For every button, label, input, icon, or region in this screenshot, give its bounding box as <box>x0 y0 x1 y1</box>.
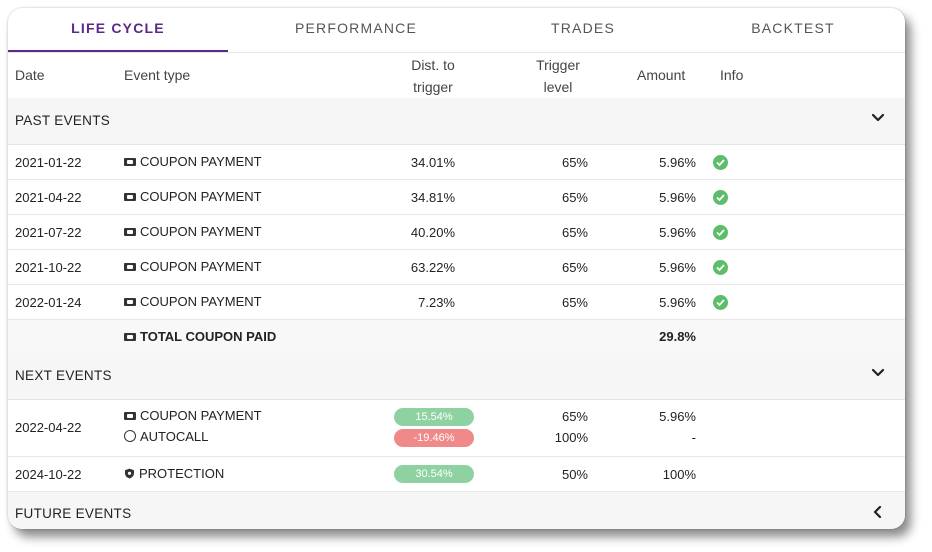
column-trigger-line1: Trigger <box>536 57 580 73</box>
table-header: Date Event type Dist. to trigger Trigger… <box>8 52 905 99</box>
dist-to-trigger: 63.22% <box>410 260 455 275</box>
dist-to-trigger: 7.23% <box>418 295 455 310</box>
table-row: 2021-01-22 COUPON PAYMENT 34.01% 65% 5.9… <box>8 145 905 180</box>
dist-badge-negative: -19.46% <box>394 429 474 447</box>
section-title: NEXT EVENTS <box>15 368 112 383</box>
column-amount: Amount <box>637 67 686 83</box>
event-type: COUPON PAYMENT <box>124 154 262 169</box>
column-trigger-line2: level <box>543 79 573 95</box>
ticket-icon <box>124 333 136 341</box>
event-date: 2021-10-22 <box>15 260 82 275</box>
trigger-level: 100% <box>554 430 588 445</box>
chevron-down-icon[interactable] <box>871 111 885 125</box>
check-circle-icon <box>713 260 728 275</box>
event-type: COUPON PAYMENT <box>124 189 262 204</box>
column-dist-line1: Dist. to <box>411 57 455 73</box>
tab-trades[interactable]: TRADES <box>551 20 615 36</box>
dist-to-trigger: 34.01% <box>410 155 455 170</box>
tab-backtest[interactable]: BACKTEST <box>751 20 835 36</box>
column-date: Date <box>15 67 45 83</box>
amount: 5.96% <box>659 260 696 275</box>
check-circle-icon <box>713 190 728 205</box>
check-circle-icon <box>713 295 728 310</box>
tab-bar: LIFE CYCLE PERFORMANCE TRADES BACKTEST <box>8 8 905 53</box>
event-type: COUPON PAYMENT <box>124 408 262 423</box>
ticket-icon <box>124 158 136 166</box>
shield-icon <box>125 468 134 479</box>
amount: 5.96% <box>659 190 696 205</box>
trigger-level: 65% <box>561 295 588 310</box>
dist-to-trigger: 40.20% <box>410 225 455 240</box>
ticket-icon <box>124 298 136 306</box>
event-date: 2024-10-22 <box>15 467 82 482</box>
total-label: TOTAL COUPON PAID <box>124 329 276 344</box>
trigger-level: 65% <box>561 260 588 275</box>
tab-life-cycle[interactable]: LIFE CYCLE <box>8 8 228 52</box>
check-circle-icon <box>713 225 728 240</box>
trigger-level: 50% <box>561 467 588 482</box>
column-info: Info <box>720 67 744 83</box>
event-date: 2022-04-22 <box>15 420 82 435</box>
event-date: 2021-04-22 <box>15 190 82 205</box>
lifecycle-panel: LIFE CYCLE PERFORMANCE TRADES BACKTEST D… <box>8 8 905 529</box>
amount: 5.96% <box>659 295 696 310</box>
event-type: AUTOCALL <box>124 429 208 444</box>
chevron-down-icon[interactable] <box>871 366 885 380</box>
event-type: COUPON PAYMENT <box>124 294 262 309</box>
event-date: 2021-07-22 <box>15 225 82 240</box>
table-row: 2021-04-22 COUPON PAYMENT 34.81% 65% 5.9… <box>8 180 905 215</box>
dist-badge-positive: 30.54% <box>394 465 474 483</box>
table-row: 2021-10-22 COUPON PAYMENT 63.22% 65% 5.9… <box>8 250 905 285</box>
amount: 100% <box>662 467 696 482</box>
total-amount: 29.8% <box>659 329 696 344</box>
amount: 5.96% <box>659 409 696 424</box>
event-type: COUPON PAYMENT <box>124 259 262 274</box>
table-row: 2022-04-22 COUPON PAYMENT AUTOCALL 15.54… <box>8 400 905 457</box>
ticket-icon <box>124 263 136 271</box>
section-title: PAST EVENTS <box>15 113 111 128</box>
ticket-icon <box>124 412 136 420</box>
check-circle-icon <box>713 155 728 170</box>
table-row: 2022-01-24 COUPON PAYMENT 7.23% 65% 5.96… <box>8 285 905 320</box>
trigger-level: 65% <box>561 409 588 424</box>
column-event-type: Event type <box>124 67 191 83</box>
event-date: 2021-01-22 <box>15 155 82 170</box>
ticket-icon <box>124 228 136 236</box>
chevron-left-icon[interactable] <box>871 505 885 519</box>
event-type: COUPON PAYMENT <box>124 224 262 239</box>
trigger-level: 65% <box>561 225 588 240</box>
amount: 5.96% <box>659 155 696 170</box>
ticket-icon <box>124 193 136 201</box>
table-row: 2024-10-22 PROTECTION 30.54% 50% 100% <box>8 457 905 492</box>
section-title: FUTURE EVENTS <box>15 506 132 521</box>
event-date: 2022-01-24 <box>15 295 82 310</box>
event-type: PROTECTION <box>124 466 224 481</box>
amount: 5.96% <box>659 225 696 240</box>
dist-badge-positive: 15.54% <box>394 408 474 426</box>
amount: - <box>691 430 696 445</box>
section-past-events[interactable]: PAST EVENTS <box>8 98 905 145</box>
section-next-events[interactable]: NEXT EVENTS <box>8 353 905 400</box>
circle-icon <box>124 430 136 442</box>
column-dist-line2: trigger <box>413 79 453 95</box>
tab-performance[interactable]: PERFORMANCE <box>294 20 418 36</box>
total-row: TOTAL COUPON PAID 29.8% <box>8 320 905 354</box>
dist-to-trigger: 34.81% <box>410 190 455 205</box>
trigger-level: 65% <box>561 155 588 170</box>
section-future-events[interactable]: FUTURE EVENTS <box>8 492 905 529</box>
trigger-level: 65% <box>561 190 588 205</box>
table-row: 2021-07-22 COUPON PAYMENT 40.20% 65% 5.9… <box>8 215 905 250</box>
